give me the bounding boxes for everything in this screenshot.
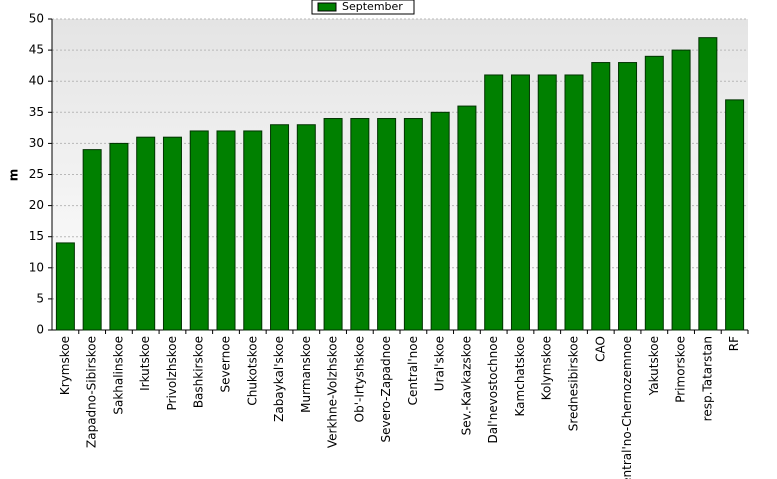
x-tick-label: Privolzhskoe	[165, 336, 179, 410]
bar	[189, 130, 209, 331]
bar	[162, 136, 182, 331]
bar	[725, 99, 745, 331]
y-tick-label: 45	[29, 43, 44, 57]
x-tick-label: Zapadno-Sibirskoe	[85, 336, 99, 448]
x-tick-label: Severo-Zapadnoe	[379, 336, 393, 443]
bar	[270, 124, 290, 331]
bar	[564, 74, 584, 331]
x-tick-label: Zabaykal'skoe	[272, 336, 286, 422]
bar	[618, 62, 638, 331]
x-tick-label: Yakutskoe	[647, 336, 661, 396]
bar	[82, 149, 102, 331]
y-tick-label: 5	[36, 291, 44, 305]
bar	[457, 105, 477, 331]
x-tick-label: resp.Tatarstan	[700, 336, 714, 421]
bar	[243, 130, 263, 331]
legend: September	[311, 0, 415, 15]
y-tick-label: 20	[29, 198, 44, 212]
x-tick-label: Primorskoe	[674, 336, 688, 403]
y-tick-label: 30	[29, 136, 44, 150]
y-tick-label: 25	[29, 167, 44, 181]
bar	[109, 142, 129, 331]
bar	[591, 62, 611, 331]
bar	[136, 136, 156, 331]
y-tick-label: 0	[36, 323, 44, 337]
x-tick-label: Sakhalinskoe	[111, 336, 125, 415]
x-tick-label: Central'noe	[406, 336, 420, 405]
x-tick-label: Bashkirskoe	[192, 336, 206, 408]
x-tick-label: Krymskoe	[58, 336, 72, 395]
x-tick-label: Severnoe	[219, 336, 233, 393]
bar	[644, 55, 664, 331]
bar	[537, 74, 557, 331]
y-tick-label: 10	[29, 260, 44, 274]
bar	[403, 118, 423, 331]
bar	[216, 130, 236, 331]
x-tick-label: Verkhne-Volzhskoe	[326, 336, 340, 448]
bar	[377, 118, 397, 331]
y-axis-label: m	[7, 169, 21, 182]
bar	[671, 49, 691, 331]
legend-label: September	[342, 0, 403, 13]
y-tick-label: 40	[29, 74, 44, 88]
x-tick-label: Murmanskoe	[299, 336, 313, 413]
bar	[698, 37, 718, 331]
x-tick-label: Ob'-Irtyshskoe	[352, 336, 366, 422]
x-tick-label: Chukotskoe	[245, 336, 259, 406]
y-tick-label: 15	[29, 229, 44, 243]
y-tick-label: 50	[29, 12, 44, 26]
legend-box	[311, 0, 415, 15]
bar	[323, 118, 343, 331]
x-tick-label: RF	[727, 336, 741, 351]
bar	[484, 74, 504, 331]
bar	[510, 74, 530, 331]
bar	[430, 111, 450, 331]
x-tick-label: Srednesibirskoe	[567, 336, 581, 431]
bar	[55, 242, 75, 331]
x-tick-label: Dal'nevostochnoe	[486, 336, 500, 444]
x-tick-label: Irkutskoe	[138, 336, 152, 391]
x-tick-label: CAO	[593, 336, 607, 362]
x-tick-label: Sev.-Kavkazskoe	[459, 336, 473, 435]
y-tick-label: 35	[29, 105, 44, 119]
x-tick-label: Kolymskoe	[540, 336, 554, 400]
legend-swatch	[317, 2, 337, 12]
bar	[350, 118, 370, 331]
bar	[296, 124, 316, 331]
x-tick-label: Ural'skoe	[433, 336, 447, 391]
x-tick-label: Kamchatskoe	[513, 336, 527, 416]
x-tick-label: Central'no-Chernozemnoe	[620, 336, 634, 479]
